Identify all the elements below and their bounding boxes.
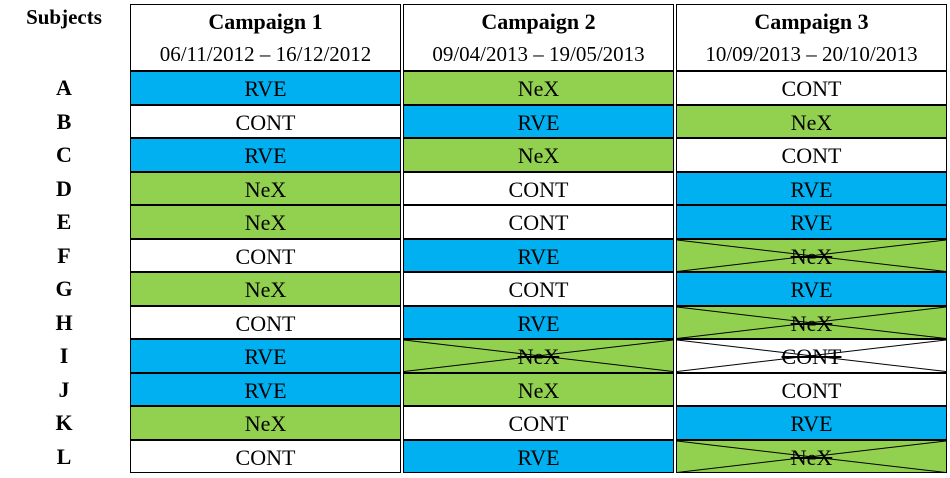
treatment-label: NeX bbox=[517, 344, 560, 369]
treatment-label: NeX bbox=[790, 310, 833, 336]
treatment-cell: CONT bbox=[676, 71, 947, 105]
treatment-cell: CONT bbox=[403, 272, 674, 306]
treatment-label: NeX bbox=[517, 377, 560, 403]
treatment-cell: NeX bbox=[130, 406, 401, 440]
treatment-label: RVE bbox=[790, 210, 833, 235]
treatment-label: NeX bbox=[790, 444, 833, 470]
subject-label: E bbox=[56, 209, 72, 234]
subject-label: H bbox=[55, 309, 73, 335]
treatment-label: NeX bbox=[244, 411, 287, 436]
subject-label: L bbox=[56, 443, 72, 469]
treatment-label: CONT bbox=[781, 76, 842, 101]
treatment-label: RVE bbox=[244, 143, 287, 168]
treatment-label: RVE bbox=[790, 411, 833, 436]
treatment-label: CONT bbox=[235, 243, 296, 269]
treatment-cell: RVE bbox=[403, 104, 674, 138]
treatment-cell: RVE bbox=[130, 71, 401, 105]
treatment-cell: RVE bbox=[130, 339, 401, 373]
treatment-cell: CONT bbox=[130, 439, 401, 473]
treatment-cell: NeX bbox=[403, 138, 674, 172]
treatment-label: CONT bbox=[235, 109, 296, 135]
treatment-cell: NeX bbox=[130, 205, 401, 239]
subject-label: C bbox=[56, 142, 72, 167]
treatment-label: RVE bbox=[790, 277, 833, 302]
treatment-cell: CONT bbox=[130, 238, 401, 272]
subject-label: A bbox=[56, 75, 72, 100]
treatment-label: RVE bbox=[244, 344, 287, 369]
subject-label: K bbox=[55, 410, 73, 435]
subject-label: G bbox=[55, 276, 73, 301]
treatment-cell: CONT bbox=[403, 205, 674, 239]
subject-label: I bbox=[59, 343, 69, 368]
treatment-label: NeX bbox=[790, 109, 833, 135]
treatment-label: NeX bbox=[244, 176, 287, 202]
treatment-label: RVE bbox=[244, 76, 287, 101]
treatment-cell: CONT bbox=[403, 406, 674, 440]
treatment-label: RVE bbox=[517, 109, 560, 135]
excluded-cross-mark bbox=[677, 307, 946, 339]
excluded-cross-mark bbox=[404, 340, 673, 372]
treatment-cell: CONT bbox=[676, 138, 947, 172]
treatment-label: RVE bbox=[244, 377, 287, 403]
treatment-cell: RVE bbox=[676, 406, 947, 440]
treatment-cell: NeX bbox=[676, 238, 947, 272]
excluded-cross-mark bbox=[677, 441, 946, 473]
subject-label: B bbox=[56, 108, 72, 134]
treatment-label: CONT bbox=[235, 444, 296, 470]
treatment-cell: CONT bbox=[676, 372, 947, 406]
treatment-cell: NeX bbox=[403, 372, 674, 406]
treatment-label: CONT bbox=[508, 277, 569, 302]
treatment-label: CONT bbox=[781, 344, 842, 369]
treatment-cell: CONT bbox=[403, 171, 674, 205]
treatment-cell: RVE bbox=[130, 138, 401, 172]
treatment-cell: CONT bbox=[130, 104, 401, 138]
treatment-cell: RVE bbox=[403, 238, 674, 272]
treatment-cell: RVE bbox=[676, 171, 947, 205]
campaign-1-dates: 06/11/2012 – 16/12/2012 bbox=[130, 37, 401, 71]
subject-label: J bbox=[58, 376, 70, 402]
treatment-label: NeX bbox=[517, 143, 560, 168]
treatment-label: CONT bbox=[781, 143, 842, 168]
treatment-cell: NeX bbox=[676, 439, 947, 473]
campaign-2-dates: 09/04/2013 – 19/05/2013 bbox=[403, 37, 674, 71]
treatment-label: CONT bbox=[781, 377, 842, 403]
campaign-2-title: Campaign 2 bbox=[403, 4, 674, 37]
treatment-label: RVE bbox=[517, 310, 560, 336]
subjects-header: Subjects bbox=[26, 5, 102, 29]
treatment-label: NeX bbox=[790, 243, 833, 269]
treatment-label: NeX bbox=[244, 277, 287, 302]
treatment-label: CONT bbox=[508, 210, 569, 235]
campaign-3-dates: 10/09/2013 – 20/10/2013 bbox=[676, 37, 947, 71]
excluded-cross-mark bbox=[677, 340, 946, 372]
treatment-cell: CONT bbox=[130, 305, 401, 339]
treatment-cell: NeX bbox=[403, 71, 674, 105]
treatment-cell: NeX bbox=[130, 171, 401, 205]
treatment-label: RVE bbox=[790, 176, 833, 202]
treatment-cell: RVE bbox=[676, 272, 947, 306]
treatment-cell: NeX bbox=[676, 104, 947, 138]
treatment-label: NeX bbox=[517, 76, 560, 101]
treatment-label: CONT bbox=[235, 310, 296, 336]
treatment-label: RVE bbox=[517, 243, 560, 269]
treatment-label: CONT bbox=[508, 411, 569, 436]
treatment-cell: RVE bbox=[403, 305, 674, 339]
treatment-cell: NeX bbox=[676, 305, 947, 339]
subject-label: F bbox=[57, 242, 71, 268]
treatment-cell: RVE bbox=[403, 439, 674, 473]
treatment-label: CONT bbox=[508, 176, 569, 202]
treatment-cell: NeX bbox=[130, 272, 401, 306]
campaign-1-title: Campaign 1 bbox=[130, 4, 401, 37]
treatment-cell: CONT bbox=[676, 339, 947, 373]
treatment-cell: RVE bbox=[130, 372, 401, 406]
treatment-cell: NeX bbox=[403, 339, 674, 373]
treatment-label: NeX bbox=[244, 210, 287, 235]
subject-label: D bbox=[56, 175, 72, 201]
campaign-3-title: Campaign 3 bbox=[676, 4, 947, 37]
treatment-cell: RVE bbox=[676, 205, 947, 239]
excluded-cross-mark bbox=[677, 240, 946, 272]
treatment-label: RVE bbox=[517, 444, 560, 470]
